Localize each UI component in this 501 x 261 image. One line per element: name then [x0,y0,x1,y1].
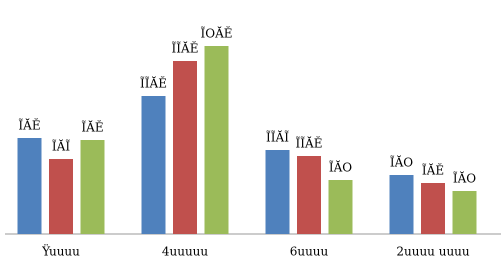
data-label: ĨĂĔ [18,118,40,133]
data-label: ĨĂO [390,155,413,170]
x-tick-label: 6uuuu [290,245,329,259]
bar [389,175,414,234]
data-label: ĨĂO [329,160,352,175]
bar [17,138,42,234]
bar [141,96,166,234]
bar [204,46,229,234]
data-label: ĨĂO [453,171,476,186]
data-label: ĨĂĔ [81,120,103,135]
x-tick-label: 2uuuu uuuu [396,245,470,259]
data-label: ĨOĂĔ [200,26,232,41]
bar [80,140,105,234]
data-label: ĨĨĂĨ [266,130,289,145]
bar [297,156,321,234]
data-label: ĨĨĂĔ [140,76,167,91]
bar [328,180,353,234]
bar [173,61,197,234]
x-tick-label: 4uuuuu [162,245,209,259]
bar [421,183,445,234]
bar [265,150,290,234]
data-label: ĨĂĨ [52,139,70,154]
bar [452,191,477,234]
bar [49,159,73,234]
x-tick-label: Ÿuuuu [41,243,80,259]
data-label: ĨĨĂĔ [172,41,199,56]
data-label: ĨĨĂĔ [296,136,323,151]
data-label: ĨĂĔ [422,163,444,178]
